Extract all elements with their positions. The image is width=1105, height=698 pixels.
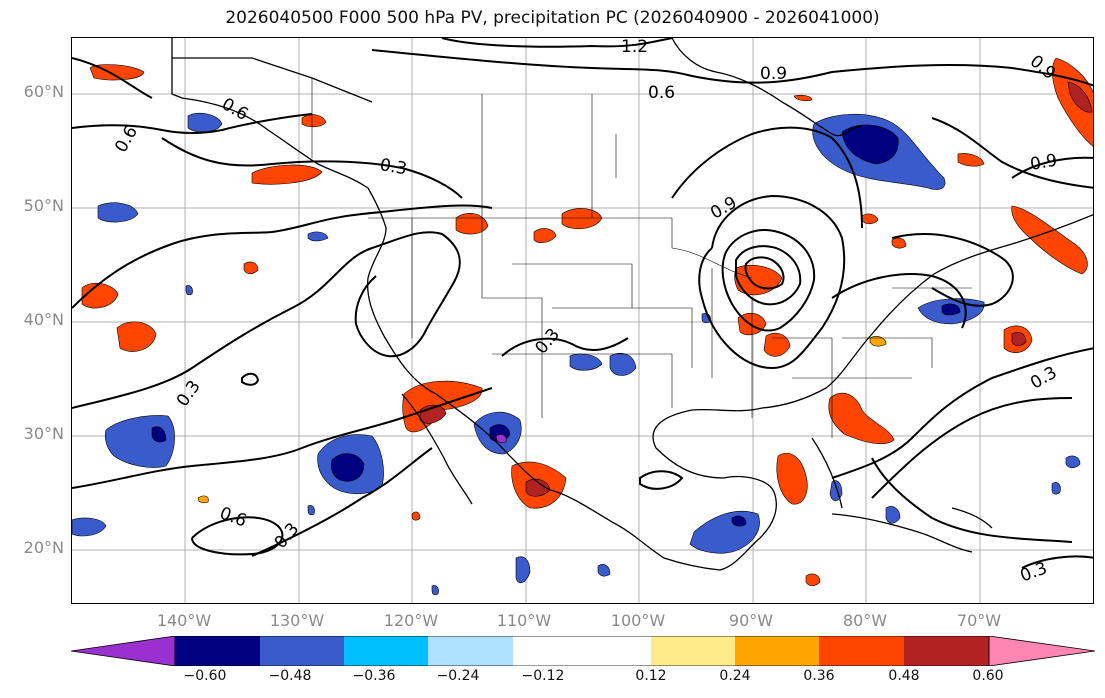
colorbar-segment: [513, 636, 651, 666]
contour-label: 0.9: [707, 193, 740, 224]
colorbar-tick: −0.36: [352, 668, 396, 684]
contour-label: 0.6: [648, 83, 675, 103]
colorbar: [71, 636, 1095, 666]
colorbar-tick: 0.48: [888, 668, 920, 684]
colorbar-segment: [735, 636, 819, 666]
map-panel: 1.2 0.9 0.6 0.6 0.6 0.3 0.9 0.9 0.3 0.3 …: [71, 37, 1094, 604]
colorbar-tick: −0.48: [268, 668, 312, 684]
lat-label-40n: 40°N: [23, 310, 64, 329]
colorbar-segment: [819, 636, 904, 666]
lon-label-130w: 130°W: [269, 611, 325, 630]
contour-label: 1.2: [621, 38, 648, 57]
contour-label: 0.3: [173, 377, 205, 411]
map-canvas: 1.2 0.9 0.6 0.6 0.6 0.3 0.9 0.9 0.3 0.3 …: [72, 38, 1093, 603]
lon-label-120w: 120°W: [383, 611, 439, 630]
lat-label-50n: 50°N: [23, 196, 64, 215]
colorbar-segment: [344, 636, 428, 666]
contour-label: 0.3: [378, 155, 408, 179]
colorbar-segment: [71, 636, 176, 666]
colorbar-segment: [651, 636, 735, 666]
colorbar-tick: 0.24: [719, 668, 751, 684]
contour-label: 0.3: [1027, 363, 1060, 394]
colorbar-tick: 0.60: [972, 668, 1004, 684]
lon-label-80w: 80°W: [842, 611, 888, 630]
lat-label-60n: 60°N: [23, 82, 64, 101]
colorbar-tick: −0.60: [183, 668, 227, 684]
colorbar-segment: [988, 636, 1095, 666]
colorbar-segment: [428, 636, 513, 666]
contour-label: 0.6: [217, 503, 249, 531]
colorbar-tick: −0.24: [436, 668, 480, 684]
colorbar-tick: −0.12: [521, 668, 565, 684]
contour-label: 0.3: [1018, 558, 1050, 586]
lon-label-90w: 90°W: [728, 611, 774, 630]
map-title: 2026040500 F000 500 hPa PV, precipitatio…: [225, 8, 880, 28]
colorbar-segment: [904, 636, 989, 666]
colorbar-tick: 0.12: [635, 668, 667, 684]
coastlines: [171, 38, 1093, 571]
lon-label-140w: 140°W: [156, 611, 212, 630]
lon-label-110w: 110°W: [496, 611, 552, 630]
contour-label: 0.3: [531, 325, 564, 359]
pv-contours: [72, 38, 1093, 569]
lon-label-100w: 100°W: [610, 611, 666, 630]
contour-label: 0.6: [111, 123, 142, 156]
contour-label: 0.9: [760, 64, 787, 84]
contour-label: 0.6: [218, 94, 251, 125]
lat-label-20n: 20°N: [23, 538, 64, 557]
colorbar-segment: [260, 636, 344, 666]
contour-label: 0.9: [1029, 151, 1059, 175]
state-borders: [311, 78, 972, 438]
colorbar-segment: [175, 636, 260, 666]
colorbar-tick: 0.36: [803, 668, 835, 684]
lat-label-30n: 30°N: [23, 424, 64, 443]
lon-label-70w: 70°W: [956, 611, 1002, 630]
